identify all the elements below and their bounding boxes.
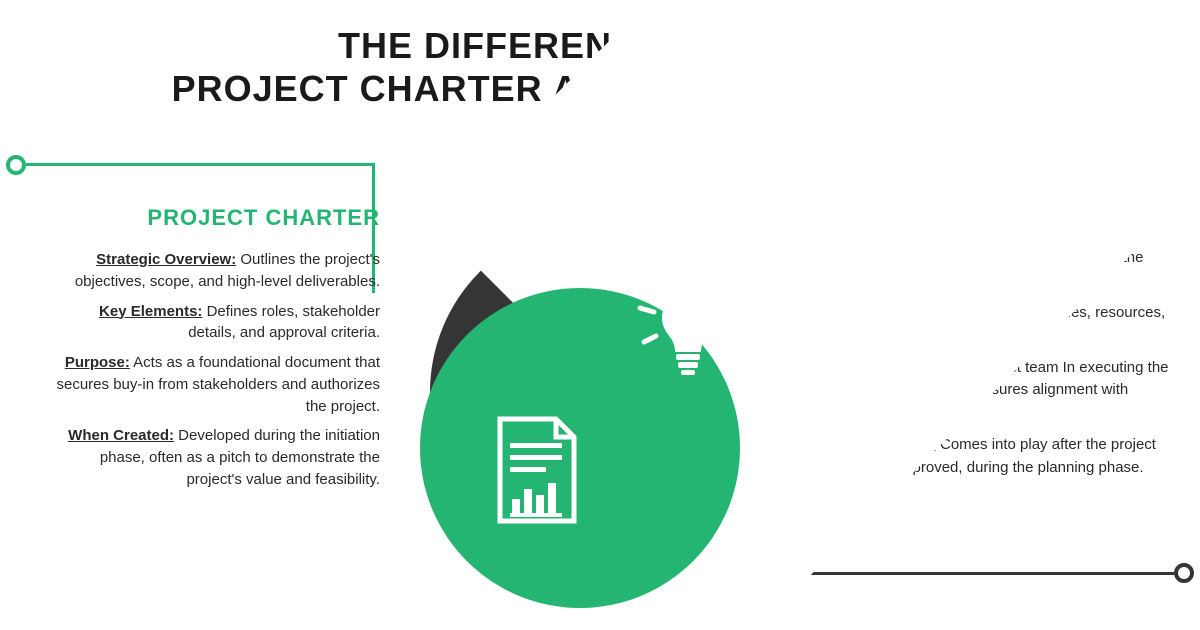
left-connector-horizontal — [26, 163, 375, 166]
right-connector-horizontal — [804, 572, 1174, 575]
document-chart-icon — [492, 415, 582, 525]
project-charter-block: PROJECT CHARTER Strategic Overview: Outl… — [50, 205, 380, 499]
lightbulb-icon — [628, 262, 748, 382]
left-connector-dot — [6, 155, 26, 175]
charter-item: Purpose: Acts as a foundational document… — [50, 352, 380, 417]
item-label: When Created: — [68, 427, 174, 444]
item-label: Key Elements: — [99, 303, 202, 320]
right-connector-dot — [1174, 563, 1194, 583]
charter-item: Strategic Overview: Outlines the project… — [50, 249, 380, 293]
item-text: Defines roles, stakeholder details, and … — [188, 303, 380, 342]
item-label: Strategic Overview: — [96, 251, 236, 268]
project-charter-heading: PROJECT CHARTER — [50, 205, 380, 231]
charter-item: Key Elements: Defines roles, stakeholder… — [50, 301, 380, 345]
item-label: Purpose: — [65, 354, 130, 371]
charter-item: When Created: Developed during the initi… — [50, 425, 380, 490]
